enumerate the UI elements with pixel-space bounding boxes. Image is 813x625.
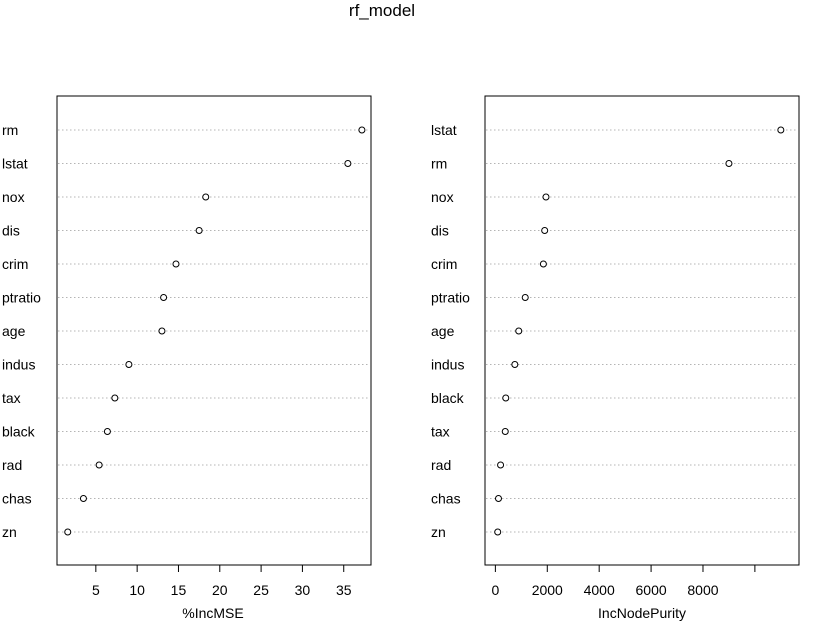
tick-label: 35: [336, 582, 352, 598]
row-label: crim: [2, 256, 28, 272]
data-point: [79, 495, 87, 502]
data-point: [515, 327, 523, 335]
row-label: age: [2, 323, 26, 339]
row-label: dis: [2, 223, 20, 239]
tick-label: 15: [171, 582, 187, 598]
row-label: rad: [431, 457, 451, 473]
data-point: [494, 495, 502, 502]
data-point: [103, 428, 111, 435]
x-axis-label: %IncMSE: [182, 605, 243, 621]
data-point: [64, 528, 72, 536]
data-point: [358, 126, 366, 134]
data-point: [521, 294, 529, 301]
data-point: [541, 227, 549, 234]
tick-label: 25: [253, 582, 269, 598]
x-axis-label: IncNodePurity: [598, 605, 686, 621]
tick-label: 10: [129, 582, 145, 598]
figure-title: rf_model: [349, 1, 415, 20]
row-label: ptratio: [2, 290, 41, 306]
data-point: [172, 260, 180, 268]
row-label: nox: [431, 189, 454, 205]
row-group: lstat rm nox dis crim ptratio age indus black tax…: [431, 122, 798, 540]
data-point: [344, 160, 352, 167]
data-point: [160, 294, 168, 301]
tick-label: 0: [491, 582, 499, 598]
row-label: lstat: [431, 122, 457, 138]
tick-label: 2000: [532, 582, 563, 598]
row-group: rm lstat nox dis crim ptratio age indus tax black…: [2, 122, 370, 540]
data-point: [501, 428, 509, 435]
row-label: zn: [2, 524, 17, 540]
tick-label: 20: [212, 582, 228, 598]
data-point: [511, 361, 519, 368]
data-point: [111, 394, 119, 402]
data-point: [494, 528, 502, 536]
row-label: indus: [2, 357, 35, 373]
row-label: indus: [431, 357, 464, 373]
data-point: [777, 126, 785, 134]
tick-label: 4000: [584, 582, 615, 598]
row-label: chas: [2, 491, 32, 507]
data-point: [725, 160, 733, 167]
row-label: rm: [2, 122, 18, 138]
tick-label: 30: [295, 582, 311, 598]
row-label: ptratio: [431, 290, 470, 306]
row-label: dis: [431, 223, 449, 239]
row-label: black: [431, 390, 465, 406]
tick-label: 8000: [687, 582, 718, 598]
row-label: tax: [431, 424, 450, 440]
data-point: [497, 461, 505, 469]
data-point: [195, 227, 203, 234]
x-axis: 5 10 15 20 25 30 35: [92, 564, 352, 598]
row-label: tax: [2, 390, 21, 406]
row-label: nox: [2, 189, 25, 205]
row-label: zn: [431, 524, 446, 540]
data-point: [202, 193, 210, 201]
tick-label: 5: [92, 582, 100, 598]
data-point: [95, 461, 103, 469]
data-point: [502, 394, 510, 402]
row-label: chas: [431, 491, 461, 507]
row-label: rad: [2, 457, 22, 473]
data-point: [539, 260, 547, 268]
tick-label: 6000: [636, 582, 667, 598]
x-axis: 0 2000 4000 6000 8000: [491, 564, 756, 598]
row-label: lstat: [2, 156, 28, 172]
data-point: [542, 193, 550, 201]
row-label: black: [2, 424, 36, 440]
data-point: [158, 327, 166, 335]
panel-incmse: rm lstat nox dis crim ptratio age indus tax black…: [2, 95, 372, 621]
panel-incnodepurity: lstat rm nox dis crim ptratio age indus black tax…: [431, 95, 800, 621]
row-label: rm: [431, 156, 447, 172]
row-label: crim: [431, 256, 457, 272]
row-label: age: [431, 323, 455, 339]
data-point: [125, 361, 133, 368]
